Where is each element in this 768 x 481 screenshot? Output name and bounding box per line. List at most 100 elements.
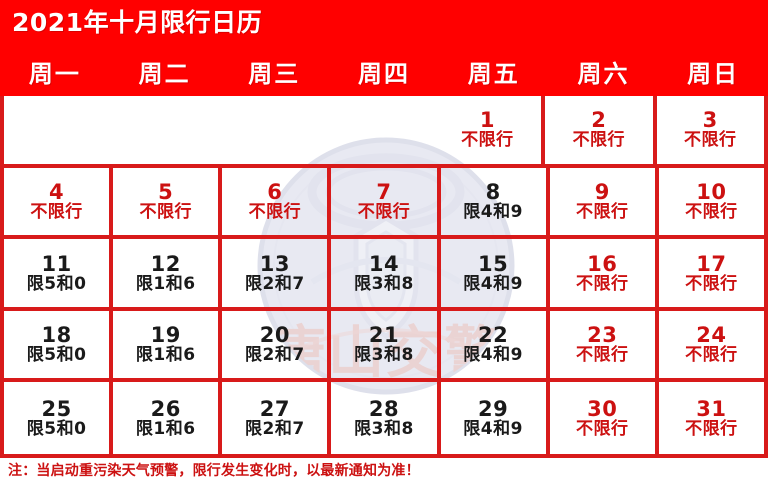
day-restriction-note: 限4和9: [463, 418, 523, 439]
day-cell[interactable]: 18 限5和0: [4, 310, 114, 379]
day-number: 1: [479, 108, 495, 133]
day-cell[interactable]: 1 不限行: [434, 96, 546, 164]
weekday-header-row: 周一 周二 周三 周四 周五 周六 周日: [0, 48, 768, 94]
calendar-week-row: 1 不限行 2 不限行 3 不限行: [4, 96, 764, 168]
calendar-week-row: 18 限5和0 19 限1和6 20 限2和7 21 限3和8 22 限4和9 …: [4, 310, 764, 383]
day-cell[interactable]: 14 限3和8: [331, 239, 441, 307]
day-number: 20: [259, 323, 290, 348]
day-number: 21: [368, 323, 400, 348]
day-cell-blank: [326, 96, 433, 164]
day-cell[interactable]: 30 不限行: [550, 382, 659, 454]
footer-note-text: 注：当启动重污染天气预警，限行发生变化时，以最新通知为准！: [8, 462, 420, 479]
day-restriction-note: 限1和6: [135, 273, 196, 294]
day-restriction-note: 限4和9: [463, 201, 523, 222]
day-restriction-note: 限5和0: [26, 345, 87, 366]
day-number: 26: [150, 396, 181, 421]
day-number: 12: [150, 251, 181, 276]
day-cell[interactable]: 21 限3和8: [331, 310, 441, 379]
day-restriction-note: 不限行: [685, 273, 738, 294]
weekday-header-mon: 周一: [28, 59, 81, 88]
day-cell[interactable]: 26 限1和6: [113, 382, 223, 454]
day-cell[interactable]: 29 限4和9: [441, 382, 550, 454]
day-restriction-note: 限5和0: [26, 273, 87, 294]
calendar-week-row: 11 限5和0 12 限1和6 13 限2和7 14 限3和8 15 限4和9 …: [4, 239, 764, 311]
day-cell[interactable]: 20 限2和7: [222, 310, 332, 379]
day-number: 11: [41, 251, 72, 276]
day-restriction-note: 不限行: [683, 130, 737, 151]
day-restriction-note: 限4和9: [463, 273, 523, 294]
day-cell[interactable]: 15 限4和9: [441, 239, 550, 307]
day-number: 5: [158, 179, 174, 204]
day-restriction-note: 限3和8: [354, 273, 414, 294]
day-number: 4: [49, 179, 65, 204]
day-cell[interactable]: 8 限4和9: [441, 167, 550, 236]
day-number: 17: [696, 251, 727, 276]
day-restriction-note: 不限行: [248, 201, 302, 222]
day-number: 29: [478, 396, 509, 421]
day-cell[interactable]: 27 限2和7: [222, 382, 332, 454]
day-restriction-note: 限4和9: [463, 345, 523, 366]
day-cell-blank: [4, 96, 111, 164]
day-cell[interactable]: 19 限1和6: [113, 310, 223, 379]
day-cell[interactable]: 13 限2和7: [222, 239, 332, 307]
day-cell[interactable]: 25 限5和0: [4, 382, 114, 454]
day-cell[interactable]: 5 不限行: [113, 167, 223, 236]
day-number: 14: [368, 251, 400, 276]
day-number: 24: [696, 323, 727, 348]
day-restriction-note: 不限行: [357, 201, 411, 222]
day-cell[interactable]: 23 不限行: [550, 310, 659, 379]
day-cell[interactable]: 12 限1和6: [113, 239, 223, 307]
day-number: 25: [41, 396, 72, 421]
day-cell[interactable]: 28 限3和8: [331, 382, 441, 454]
day-restriction-note: 限3和8: [354, 418, 414, 439]
day-cell[interactable]: 16 不限行: [550, 239, 659, 307]
day-cell[interactable]: 3 不限行: [657, 96, 764, 164]
day-number: 28: [368, 396, 400, 421]
day-cell[interactable]: 24 不限行: [659, 311, 764, 379]
footer-note: 注：当启动重污染天气预警，限行发生变化时，以最新通知为准！: [0, 458, 768, 481]
day-number: 3: [702, 108, 718, 133]
weekday-header-wed: 周三: [248, 59, 301, 88]
day-number: 7: [376, 179, 392, 204]
day-restriction-note: 不限行: [576, 273, 629, 294]
day-cell-blank: [219, 96, 326, 164]
day-number: 2: [591, 108, 607, 133]
day-cell[interactable]: 11 限5和0: [4, 239, 114, 307]
day-restriction-note: 不限行: [30, 201, 83, 222]
day-cell[interactable]: 4 不限行: [4, 167, 114, 236]
day-number: 10: [696, 179, 727, 204]
day-cell[interactable]: 9 不限行: [550, 167, 659, 236]
weekday-header-thu: 周四: [358, 59, 411, 88]
day-restriction-note: 限2和7: [245, 345, 305, 366]
calendar-week-row: 4 不限行 5 不限行 6 不限行 7 不限行 8 限4和9 9 不限行: [4, 167, 764, 240]
day-restriction-note: 不限行: [572, 130, 626, 151]
calendar-grid: 1 不限行 2 不限行 3 不限行 4 不限行 5 不限行 6: [0, 96, 768, 458]
day-restriction-note: 不限行: [685, 345, 738, 366]
day-cell[interactable]: 10 不限行: [659, 168, 764, 236]
day-restriction-note: 不限行: [576, 418, 629, 439]
day-restriction-note: 限2和7: [245, 418, 305, 439]
day-number: 15: [478, 251, 509, 276]
day-number: 30: [587, 396, 618, 421]
day-restriction-note: 限1和6: [135, 418, 196, 439]
day-cell[interactable]: 7 不限行: [331, 167, 441, 236]
day-cell[interactable]: 22 限4和9: [441, 310, 550, 379]
day-restriction-note: 不限行: [685, 201, 738, 222]
day-cell[interactable]: 2 不限行: [545, 96, 657, 164]
day-cell[interactable]: 17 不限行: [659, 239, 764, 307]
day-cell[interactable]: 6 不限行: [222, 167, 332, 236]
day-cell-blank: [111, 96, 218, 164]
weekday-header-fri: 周五: [467, 59, 520, 88]
page-title: 2021年十月限行日历: [12, 8, 263, 37]
day-number: 13: [259, 251, 290, 276]
day-restriction-note: 不限行: [139, 201, 192, 222]
day-number: 8: [485, 179, 501, 204]
calendar-week-row: 25 限5和0 26 限1和6 27 限2和7 28 限3和8 29 限4和9 …: [4, 382, 764, 454]
weekday-header-sat: 周六: [577, 59, 630, 88]
day-cell[interactable]: 31 不限行: [659, 382, 764, 454]
weekday-header-sun: 周日: [687, 59, 740, 88]
day-restriction-note: 限5和0: [26, 418, 87, 439]
day-number: 16: [587, 251, 618, 276]
day-restriction-note: 不限行: [576, 345, 629, 366]
